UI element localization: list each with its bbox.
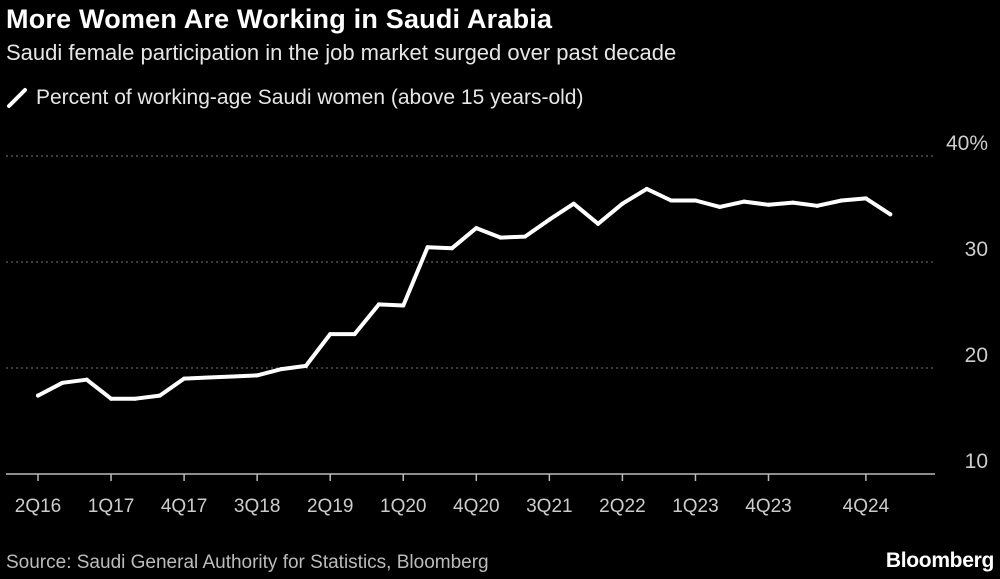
data-point <box>498 235 503 240</box>
data-point <box>717 204 722 209</box>
bloomberg-logo: Bloomberg <box>885 549 994 572</box>
x-tick-label: 3Q21 <box>526 496 572 517</box>
series-points <box>36 186 893 401</box>
data-point <box>863 196 868 201</box>
data-point <box>84 377 89 382</box>
legend: Percent of working-age Saudi women (abov… <box>6 86 583 110</box>
gridlines <box>6 155 935 475</box>
x-tick-label: 4Q17 <box>161 496 207 517</box>
legend-swatch-icon <box>7 88 27 108</box>
data-point <box>523 234 527 239</box>
data-point <box>815 203 820 208</box>
data-point <box>230 374 235 379</box>
x-tick-label: 4Q20 <box>453 496 499 517</box>
data-point <box>352 332 357 337</box>
data-point <box>182 376 187 381</box>
data-point <box>596 221 601 226</box>
x-tick-label: 1Q17 <box>88 496 134 517</box>
x-tick-label: 1Q23 <box>672 496 718 517</box>
data-point <box>888 212 893 217</box>
data-point <box>547 217 552 222</box>
data-point <box>401 303 406 308</box>
data-point <box>303 363 308 368</box>
x-tick-label: 4Q24 <box>843 496 890 517</box>
x-tick-label: 1Q20 <box>380 496 426 517</box>
y-axis-ticks: 10 20 30 40% <box>946 132 988 473</box>
x-tick-label: 2Q22 <box>599 496 645 517</box>
data-point <box>206 375 211 380</box>
data-point <box>376 302 381 307</box>
data-point <box>328 332 333 337</box>
data-point <box>425 245 430 250</box>
x-tick-label: 2Q19 <box>307 496 353 517</box>
source-note: Source: Saudi General Authority for Stat… <box>6 552 489 573</box>
data-point <box>620 201 625 206</box>
data-point <box>279 367 284 372</box>
data-point <box>109 396 114 401</box>
data-point <box>693 198 698 203</box>
data-point <box>766 202 771 207</box>
chart-subtitle: Saudi female participation in the job ma… <box>6 40 677 65</box>
data-point <box>474 226 479 231</box>
x-tick-label: 4Q23 <box>745 496 791 517</box>
data-point <box>839 198 844 203</box>
legend-label: Percent of working-age Saudi women (abov… <box>36 86 584 109</box>
y-tick-label: 40% <box>946 132 988 155</box>
data-point <box>790 200 795 205</box>
data-point <box>669 198 674 203</box>
chart-title: More Women Are Working in Saudi Arabia <box>6 4 553 34</box>
data-point <box>571 201 576 206</box>
series-line <box>36 186 893 401</box>
data-point <box>255 373 260 378</box>
x-tick-label: 2Q16 <box>15 496 61 517</box>
data-point <box>449 246 454 251</box>
y-tick-label: 20 <box>965 344 988 367</box>
y-tick-label: 10 <box>965 450 988 473</box>
x-axis-ticks: 2Q16 1Q17 4Q17 3Q18 2Q19 1Q20 4Q20 3Q21 2Q22 1Q23… <box>15 474 890 517</box>
data-point <box>60 380 65 385</box>
data-point <box>157 393 162 398</box>
data-point <box>644 186 649 191</box>
y-tick-label: 30 <box>965 238 988 261</box>
data-point <box>36 393 40 398</box>
x-tick-label: 3Q18 <box>234 496 280 517</box>
data-point <box>133 396 138 401</box>
data-point <box>742 199 747 204</box>
